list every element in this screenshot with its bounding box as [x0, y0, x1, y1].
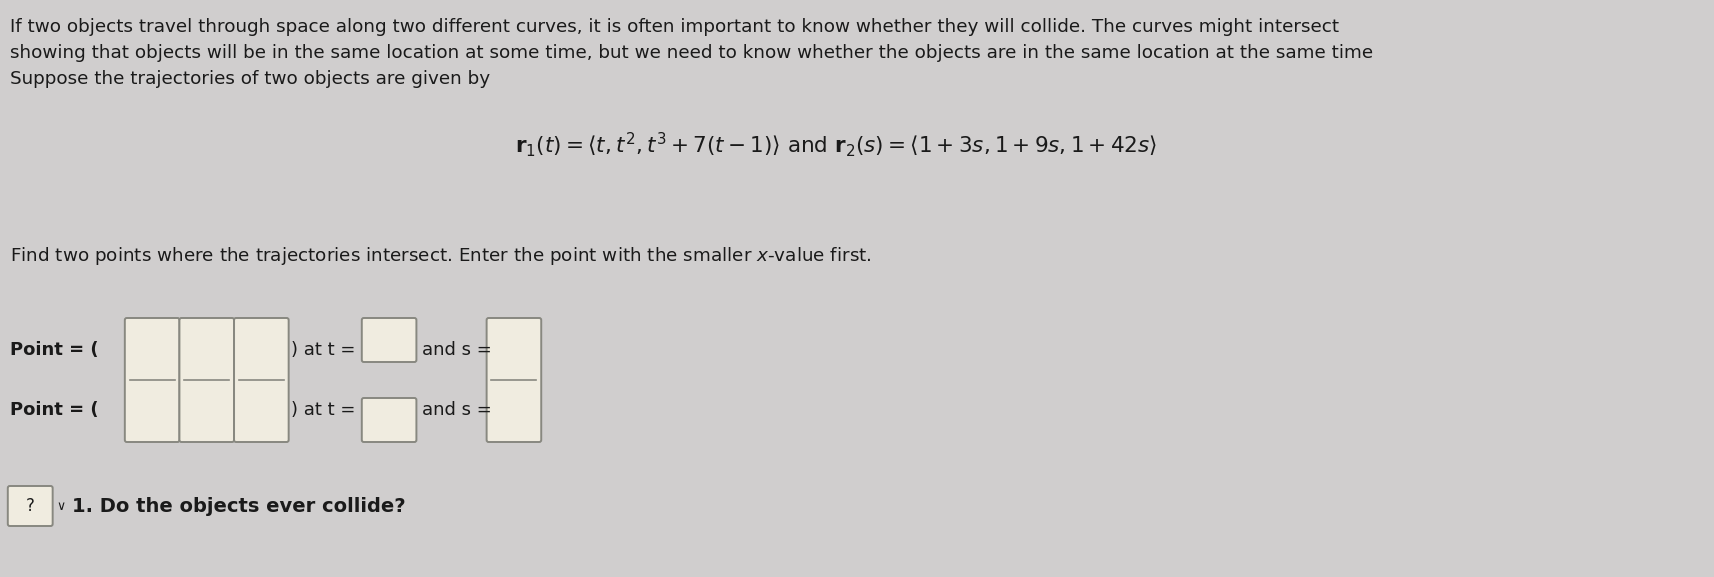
Text: Suppose the trajectories of two objects are given by: Suppose the trajectories of two objects … [10, 70, 490, 88]
FancyBboxPatch shape [180, 318, 235, 442]
Text: showing that objects will be in the same location at some time, but we need to k: showing that objects will be in the same… [10, 44, 1373, 62]
Text: If two objects travel through space along two different curves, it is often impo: If two objects travel through space alon… [10, 18, 1339, 36]
Text: and s =: and s = [422, 401, 492, 419]
Text: ∨: ∨ [57, 500, 65, 512]
Text: ) at t =: ) at t = [291, 401, 355, 419]
Text: Find two points where the trajectories intersect. Enter the point with the small: Find two points where the trajectories i… [10, 245, 871, 267]
FancyBboxPatch shape [9, 486, 53, 526]
Text: ) at t =: ) at t = [291, 341, 355, 359]
Text: and s =: and s = [422, 341, 492, 359]
Text: $\mathbf{r}_1(t) = \langle t, t^2, t^3 + 7(t - 1)\rangle$ and $\mathbf{r}_2(s) =: $\mathbf{r}_1(t) = \langle t, t^2, t^3 +… [514, 130, 1157, 159]
FancyBboxPatch shape [487, 318, 542, 442]
FancyBboxPatch shape [125, 318, 180, 442]
FancyBboxPatch shape [362, 318, 417, 362]
Text: Point = (: Point = ( [10, 401, 98, 419]
Text: Point = (: Point = ( [10, 341, 98, 359]
Text: 1. Do the objects ever collide?: 1. Do the objects ever collide? [72, 496, 406, 515]
FancyBboxPatch shape [235, 318, 288, 442]
FancyBboxPatch shape [362, 398, 417, 442]
Text: ?: ? [26, 497, 34, 515]
